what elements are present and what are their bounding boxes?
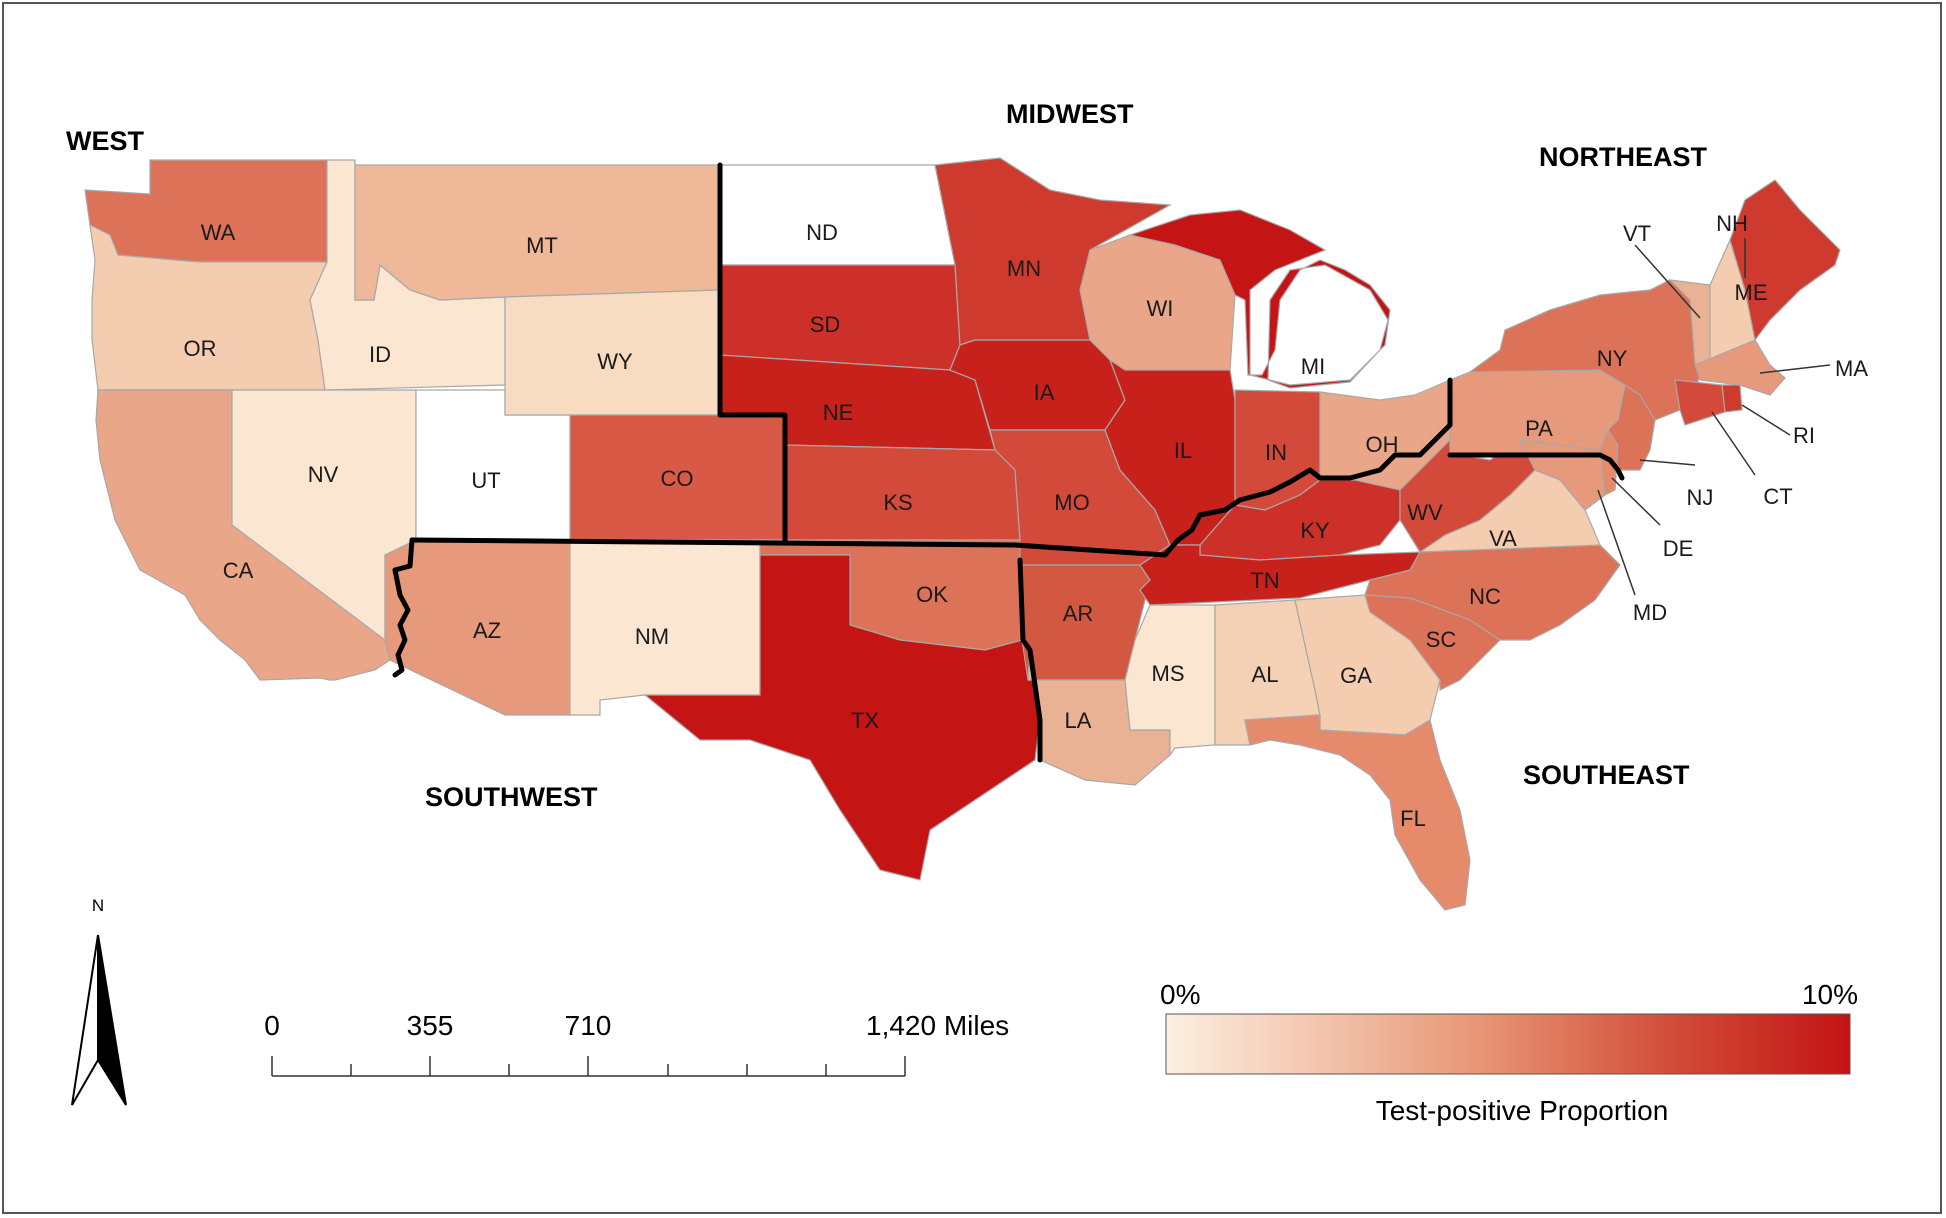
legend-max-label: 10% — [1802, 979, 1858, 1010]
north-arrow: N — [71, 896, 127, 1106]
label-WV: WV — [1407, 500, 1443, 525]
label-NV: NV — [308, 462, 339, 487]
label-AL: AL — [1252, 662, 1279, 687]
label-NM: NM — [635, 624, 669, 649]
label-MD: MD — [1633, 600, 1667, 625]
state-NJ — [1607, 384, 1656, 471]
boundary-northeast-southeast — [1447, 452, 1625, 481]
label-CT: CT — [1763, 484, 1792, 509]
state-TX — [643, 554, 1041, 881]
label-NE: NE — [823, 400, 854, 425]
label-OK: OK — [916, 582, 948, 607]
label-DE: DE — [1663, 536, 1694, 561]
label-VA: VA — [1489, 526, 1517, 551]
legend: 0% 10% Test-positive Proportion — [1160, 979, 1858, 1126]
label-WA: WA — [201, 220, 236, 245]
scale-tick-710: 710 — [565, 1010, 612, 1041]
label-MI: MI — [1301, 354, 1325, 379]
label-IA: IA — [1034, 380, 1055, 405]
north-arrow-left-half — [71, 934, 99, 1106]
state-ND — [719, 164, 956, 266]
leader-lines — [1597, 238, 1831, 596]
label-FL: FL — [1400, 806, 1426, 831]
scale-tick-355: 355 — [407, 1010, 454, 1041]
label-NC: NC — [1469, 584, 1501, 609]
region-label-northeast: NORTHEAST — [1539, 142, 1708, 172]
label-VT: VT — [1623, 221, 1651, 246]
label-IN: IN — [1265, 440, 1287, 465]
label-CO: CO — [661, 466, 694, 491]
label-AR: AR — [1063, 601, 1094, 626]
label-MO: MO — [1054, 490, 1089, 515]
region-labels: WEST MIDWEST NORTHEAST SOUTHWEST SOUTHEA… — [66, 99, 1708, 812]
label-OH: OH — [1366, 432, 1399, 457]
label-RI: RI — [1793, 423, 1815, 448]
boundary-southwest-west — [392, 537, 415, 678]
label-MN: MN — [1007, 256, 1041, 281]
label-ID: ID — [369, 342, 391, 367]
legend-min-label: 0% — [1160, 979, 1200, 1010]
label-WI: WI — [1147, 296, 1174, 321]
label-TX: TX — [851, 708, 879, 733]
scale-tick-0: 0 — [264, 1010, 280, 1041]
legend-title: Test-positive Proportion — [1376, 1095, 1669, 1126]
state-labels: WA OR CA ID NV UT MT WY CO AZ NM ND SD N… — [184, 211, 1869, 831]
label-PA: PA — [1525, 416, 1553, 441]
label-MS: MS — [1152, 661, 1185, 686]
north-arrow-label: N — [92, 896, 104, 915]
label-IL: IL — [1174, 438, 1192, 463]
scale-bar: 0 355 710 1,420 Miles — [264, 1010, 1009, 1077]
scale-tick-1420-miles: 1,420 Miles — [866, 1010, 1009, 1041]
state-MI — [1127, 209, 1391, 389]
boundary-southwest-southeast — [1017, 557, 1043, 763]
label-UT: UT — [471, 468, 500, 493]
label-NY: NY — [1597, 346, 1628, 371]
state-FL — [1244, 714, 1471, 911]
region-boundaries — [392, 162, 1625, 763]
region-label-southwest: SOUTHWEST — [425, 782, 598, 812]
label-SC: SC — [1426, 627, 1457, 652]
region-label-west: WEST — [66, 126, 145, 156]
label-NJ: NJ — [1687, 485, 1714, 510]
label-ME: ME — [1735, 280, 1768, 305]
label-SD: SD — [810, 312, 841, 337]
state-MT — [354, 160, 721, 301]
label-WY: WY — [597, 349, 633, 374]
label-KS: KS — [883, 490, 912, 515]
label-CA: CA — [223, 558, 254, 583]
state-MS — [1124, 604, 1216, 757]
label-MA: MA — [1835, 356, 1868, 381]
state-CT — [1674, 379, 1726, 426]
state-WA — [84, 159, 328, 263]
boundary-southwest-north — [409, 377, 1453, 558]
label-KY: KY — [1300, 518, 1330, 543]
region-label-southeast: SOUTHEAST — [1523, 760, 1690, 790]
state-MA — [1694, 339, 1786, 396]
label-GA: GA — [1340, 663, 1372, 688]
label-ND: ND — [806, 220, 838, 245]
label-AZ: AZ — [473, 618, 501, 643]
region-label-midwest: MIDWEST — [1006, 99, 1134, 129]
boundary-west-midwest — [717, 162, 788, 543]
label-MT: MT — [526, 233, 558, 258]
legend-color-ramp — [1165, 1013, 1851, 1075]
label-OR: OR — [184, 336, 217, 361]
north-arrow-right-half — [97, 934, 127, 1106]
label-LA: LA — [1065, 708, 1092, 733]
label-TN: TN — [1250, 568, 1279, 593]
state-ME — [1729, 179, 1841, 342]
label-NH: NH — [1716, 211, 1748, 236]
